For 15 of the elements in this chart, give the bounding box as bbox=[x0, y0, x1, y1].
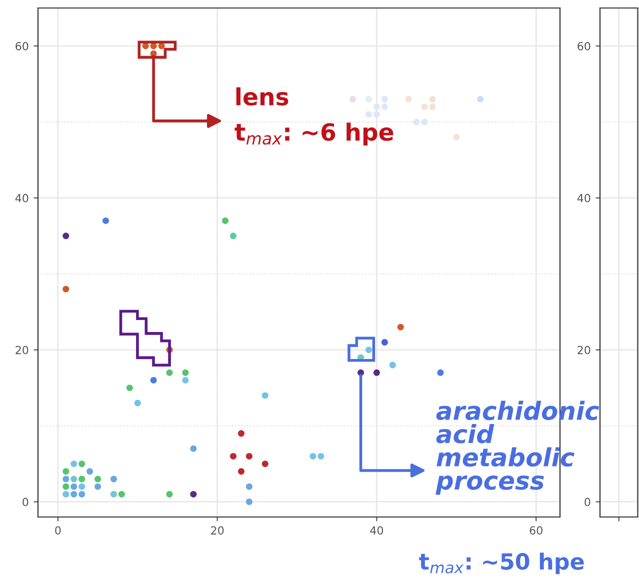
y-tick-label: 60 bbox=[16, 42, 28, 50]
y-tick-label: 20 bbox=[16, 346, 28, 354]
text: t$_{max}$: ~50 hpe bbox=[419, 552, 584, 574]
y-tick-label: 60 bbox=[578, 42, 590, 50]
x-tick-label: 20 bbox=[211, 526, 224, 535]
y-tick-label: 40 bbox=[577, 194, 590, 202]
y-tick-label: 0 bbox=[584, 498, 590, 506]
x-tick-label: 60 bbox=[530, 526, 542, 535]
annotation: lens bbox=[236, 87, 288, 106]
y-tick-label: 20 bbox=[578, 346, 590, 354]
y-tick-label: 40 bbox=[15, 194, 28, 202]
x-tick-label: 0 bbox=[55, 526, 61, 535]
annotation: t$_{max}$: ~6 hpe bbox=[234, 122, 394, 146]
y-tick-label: 0 bbox=[22, 498, 28, 506]
x-tick-label: 40 bbox=[370, 526, 384, 535]
